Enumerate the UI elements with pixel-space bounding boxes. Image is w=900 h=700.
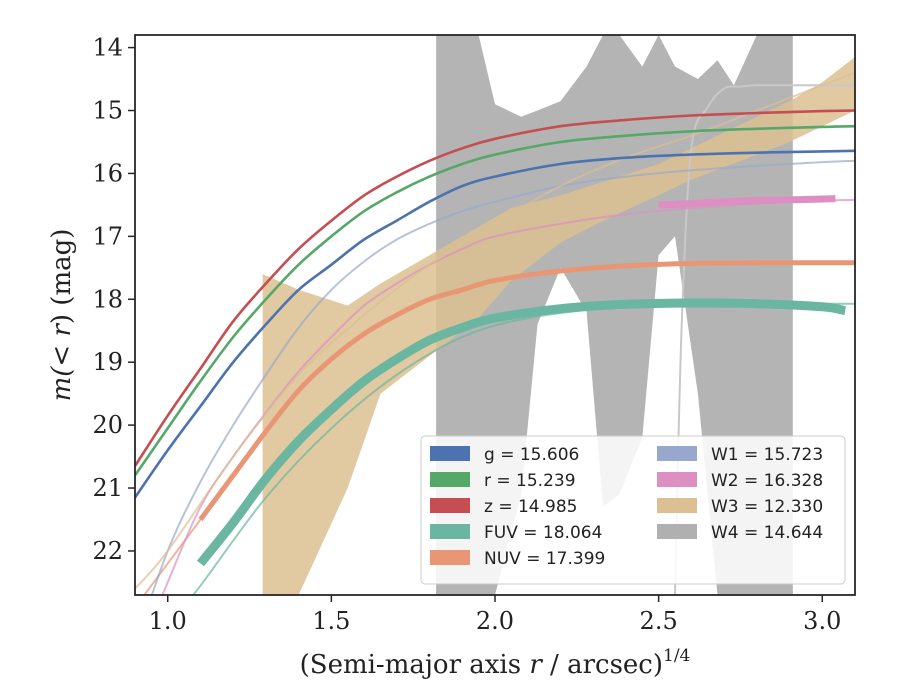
line-FUV — [196, 298, 847, 567]
legend-label-r: r = 15.239 — [484, 471, 576, 491]
x-tick-label: 3.0 — [803, 607, 841, 635]
legend-swatch-g — [430, 446, 470, 461]
line-g — [135, 149, 855, 499]
line-NUV — [198, 260, 855, 521]
line-W4 — [674, 84, 855, 595]
legend-label-W3: W3 = 12.330 — [711, 497, 823, 517]
y-tick-label: 19 — [92, 348, 123, 376]
legend-swatch-z — [430, 498, 470, 513]
legend-swatch-W2 — [657, 472, 697, 487]
legend-label-FUV: FUV = 18.064 — [484, 523, 602, 543]
x-axis-title: (Semi-major axis r / arcsec)1/4 — [300, 646, 691, 680]
x-axis-title-tail: / arcsec) — [542, 650, 663, 680]
y-axis-title: m(< r) (mag) — [47, 229, 77, 402]
curve-lines — [135, 71, 855, 595]
legend-swatch-FUV — [430, 524, 470, 539]
x-axis-ticks: 1.0 1.5 2.0 2.5 3.0 — [149, 595, 841, 635]
legend-swatch-W4 — [657, 524, 697, 539]
legend-swatch-W3 — [657, 498, 697, 513]
y-tick-label: 16 — [92, 159, 123, 187]
y-tick-label: 21 — [92, 474, 123, 502]
y-axis-ticks: 14 15 16 17 18 19 20 21 22 — [92, 34, 135, 565]
x-tick-label: 2.5 — [640, 607, 678, 635]
y-axis-title-post: ) (mag) — [47, 229, 77, 325]
y-tick-label: 18 — [92, 285, 123, 313]
y-tick-label: 17 — [92, 222, 123, 250]
y-tick-label: 14 — [92, 34, 123, 62]
line-z — [135, 109, 855, 467]
legend-swatch-NUV — [430, 550, 470, 565]
legend-label-z: z = 14.985 — [484, 497, 577, 517]
line-W2_thick — [658, 195, 836, 209]
x-axis-title-exp: 1/4 — [663, 646, 690, 666]
y-tick-label: 20 — [92, 411, 123, 439]
y-tick-label: 22 — [92, 537, 123, 565]
band-W4 — [436, 35, 793, 595]
x-tick-label: 2.0 — [476, 607, 514, 635]
y-axis-title-var: r — [47, 323, 77, 337]
y-axis-title-pre: m(< — [47, 337, 77, 402]
x-tick-label: 1.5 — [312, 607, 350, 635]
line-W1 — [150, 159, 855, 595]
legend-label-g: g = 15.606 — [484, 445, 579, 465]
legend-frame — [420, 435, 846, 585]
legend: g = 15.606 r = 15.239 z = 14.985 FUV = 18.0… — [420, 435, 846, 585]
x-axis-title-var: r — [529, 650, 543, 680]
legend-label-NUV: NUV = 17.399 — [484, 549, 605, 569]
legend-label-W2: W2 = 16.328 — [711, 471, 823, 491]
line-r — [135, 124, 855, 477]
legend-label-W1: W1 = 15.723 — [711, 445, 823, 465]
legend-label-W4: W4 = 14.644 — [711, 523, 823, 543]
x-axis-title-main: (Semi-major axis — [300, 650, 530, 680]
legend-swatch-r — [430, 472, 470, 487]
legend-swatch-W1 — [657, 446, 697, 461]
x-tick-label: 1.0 — [149, 607, 187, 635]
y-tick-label: 15 — [92, 97, 123, 125]
